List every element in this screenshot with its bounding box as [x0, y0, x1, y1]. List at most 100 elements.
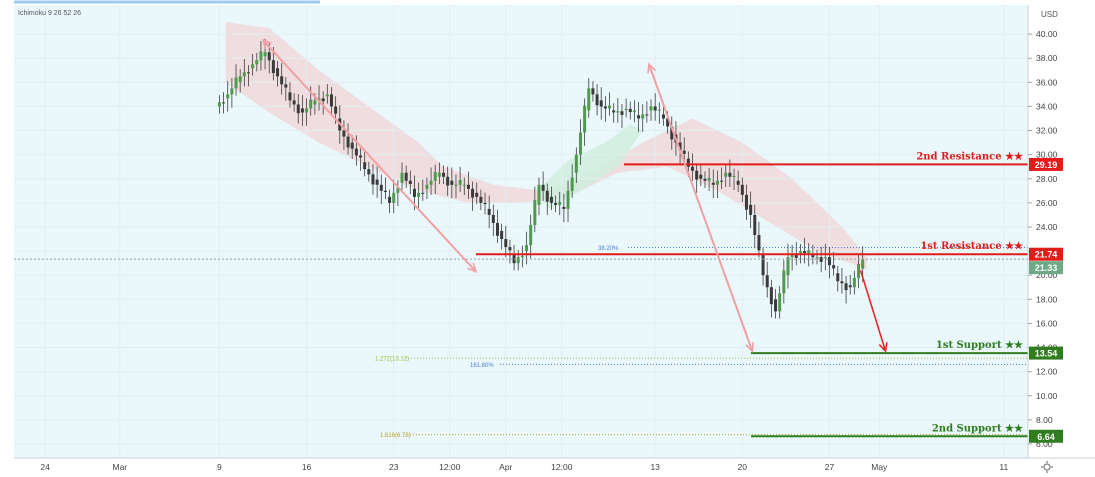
candle-body: [753, 214, 757, 236]
plot-area[interactable]: [14, 5, 1028, 458]
candle-body: [371, 174, 375, 185]
candle-body: [786, 257, 790, 276]
candle-body: [554, 202, 558, 205]
candle-body: [305, 108, 309, 113]
candle-body: [832, 265, 836, 269]
candle-body: [300, 108, 304, 113]
candle-body: [442, 172, 446, 177]
candle-body: [363, 162, 367, 170]
last-price-tag: [1029, 261, 1063, 275]
level-label: 2nd Resistance ★★: [916, 151, 1023, 162]
candle-body: [288, 92, 292, 101]
candle-body: [707, 177, 711, 181]
indicator-label: Ichimoku 9 26 52 26: [18, 10, 81, 17]
level-price-tag: [1029, 157, 1063, 171]
candle-body: [267, 52, 271, 61]
candle-body: [645, 114, 649, 116]
candle-body: [769, 287, 773, 305]
candle-body: [242, 72, 246, 77]
candle-body: [483, 202, 487, 205]
level-label: 1st Resistance ★★: [920, 241, 1023, 252]
candle-body: [412, 188, 416, 197]
y-tick-label: 34.00: [1036, 101, 1058, 111]
candle-body: [533, 200, 537, 225]
candle-body: [251, 64, 255, 69]
candle-body: [383, 190, 387, 193]
candle-body: [222, 102, 226, 104]
candle-body: [271, 60, 275, 74]
candle-body: [699, 174, 703, 179]
fib-level-label: 38.20%: [598, 246, 619, 252]
y-tick-label: 24.00: [1036, 222, 1058, 232]
last-price-tag-text: 21.33: [1035, 263, 1058, 273]
candle-body: [744, 194, 748, 210]
candle-body: [529, 224, 533, 246]
candle-body: [425, 184, 429, 189]
candle-body: [350, 142, 354, 149]
level-price-tag-text: 21.74: [1035, 250, 1058, 260]
grid: [14, 5, 1028, 458]
candle-body: [346, 136, 350, 148]
candle-body: [691, 166, 695, 171]
candle-body: [421, 192, 425, 194]
candle-body: [504, 239, 508, 248]
candle-body: [583, 105, 587, 133]
candle-body: [782, 270, 786, 294]
candle-body: [720, 180, 724, 182]
candle-body: [695, 170, 699, 180]
fib-level-label: 161.80%: [470, 363, 494, 369]
support-resistance-lines: 2nd Resistance ★★ 1st Resistance ★★ 1st Su…: [14, 151, 1028, 438]
candle-body: [329, 94, 333, 107]
candle-body: [454, 184, 458, 186]
candle-body: [446, 176, 450, 186]
candle-body: [263, 52, 267, 57]
candle-body: [334, 106, 338, 114]
candle-body: [388, 196, 392, 203]
candle-body: [479, 196, 483, 203]
y-tick-label: 18.00: [1036, 294, 1058, 304]
candle-body: [852, 278, 856, 288]
arrowhead: [745, 342, 755, 353]
candle-body: [666, 118, 670, 127]
candle-body: [309, 99, 313, 109]
settings-gear-icon[interactable]: [1041, 461, 1053, 473]
candle-body: [603, 106, 607, 109]
candle-body: [703, 178, 707, 181]
candle-body: [578, 132, 582, 155]
candle-body: [375, 179, 379, 185]
x-tick-label: May: [871, 462, 888, 472]
candle-body: [234, 77, 238, 89]
swing-arrow-line: [648, 63, 754, 352]
candle-body: [255, 60, 259, 65]
candle-body: [284, 84, 288, 88]
candle-body: [226, 94, 230, 99]
candle-body: [321, 98, 325, 102]
candle-body: [217, 102, 221, 107]
candle-body: [728, 172, 732, 177]
level-price-tag-text: 13.54: [1035, 349, 1058, 359]
time-axis[interactable]: 24 Mar 9 16 23 12:00 Apr 12:00 13 20 27 May 11: [40, 462, 1008, 472]
candle-body: [487, 208, 491, 215]
y-tick-label: 20.00: [1036, 270, 1058, 280]
candle-body: [678, 142, 682, 151]
arrowhead: [647, 62, 656, 74]
candle-body: [367, 169, 371, 175]
candle-body: [736, 180, 740, 185]
candle-body: [458, 179, 462, 185]
candle-body: [317, 98, 321, 101]
candle-body: [836, 273, 840, 282]
candle-body: [608, 105, 612, 109]
candle-body: [450, 180, 454, 185]
ichimoku-cloud: [225, 22, 867, 270]
y-tick-label: 26.00: [1036, 198, 1058, 208]
candle-body: [404, 172, 408, 181]
y-tick-label: 38.00: [1036, 53, 1058, 63]
candle-body: [682, 150, 686, 154]
candle-body: [861, 259, 865, 269]
candle-body: [815, 257, 819, 259]
y-tick-label: 16.00: [1036, 318, 1058, 328]
candle-body: [612, 110, 616, 113]
fib-level-label: 1.618(6.78): [380, 433, 411, 439]
candle-body: [471, 188, 475, 198]
